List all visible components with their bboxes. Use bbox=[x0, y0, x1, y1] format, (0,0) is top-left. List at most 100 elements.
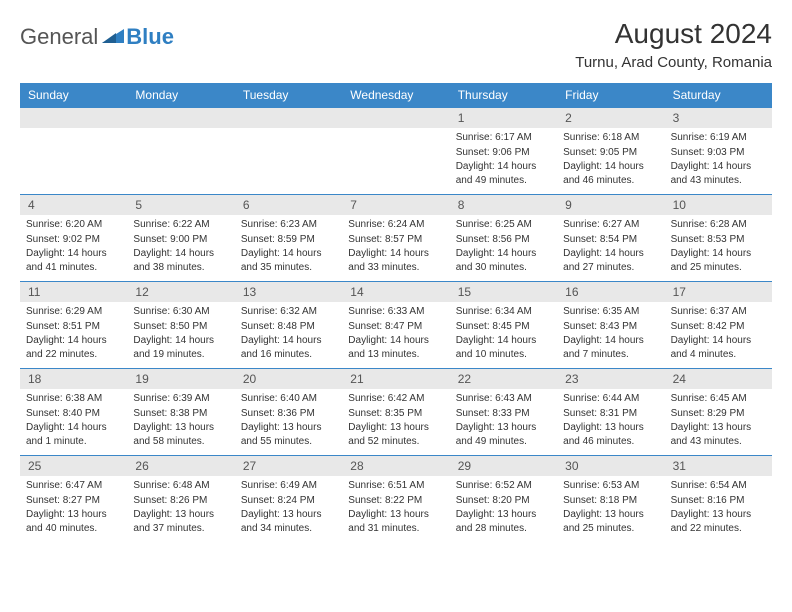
sunset-text: Sunset: 8:57 PM bbox=[348, 233, 443, 247]
day-info: Sunrise: 6:37 AMSunset: 8:42 PMDaylight:… bbox=[665, 302, 772, 365]
day-cell: 30Sunrise: 6:53 AMSunset: 8:18 PMDayligh… bbox=[557, 456, 664, 542]
daylight-text: Daylight: 13 hours and 55 minutes. bbox=[241, 421, 336, 448]
day-number: 10 bbox=[665, 195, 772, 215]
day-number: 16 bbox=[557, 282, 664, 302]
daylight-text: Daylight: 14 hours and 41 minutes. bbox=[26, 247, 121, 274]
day-info: Sunrise: 6:27 AMSunset: 8:54 PMDaylight:… bbox=[557, 215, 664, 278]
day-cell: 16Sunrise: 6:35 AMSunset: 8:43 PMDayligh… bbox=[557, 282, 664, 368]
day-info: Sunrise: 6:52 AMSunset: 8:20 PMDaylight:… bbox=[450, 476, 557, 539]
day-cell: 23Sunrise: 6:44 AMSunset: 8:31 PMDayligh… bbox=[557, 369, 664, 455]
logo-text-blue: Blue bbox=[126, 24, 174, 50]
sunrise-text: Sunrise: 6:51 AM bbox=[348, 479, 443, 493]
weekday-thursday: Thursday bbox=[450, 83, 557, 107]
calendar: Sunday Monday Tuesday Wednesday Thursday… bbox=[20, 83, 772, 542]
sunrise-text: Sunrise: 6:49 AM bbox=[241, 479, 336, 493]
sunrise-text: Sunrise: 6:30 AM bbox=[133, 305, 228, 319]
day-info: Sunrise: 6:44 AMSunset: 8:31 PMDaylight:… bbox=[557, 389, 664, 452]
sunrise-text: Sunrise: 6:39 AM bbox=[133, 392, 228, 406]
weekday-friday: Friday bbox=[557, 83, 664, 107]
daylight-text: Daylight: 14 hours and 25 minutes. bbox=[671, 247, 766, 274]
day-info: Sunrise: 6:28 AMSunset: 8:53 PMDaylight:… bbox=[665, 215, 772, 278]
day-info: Sunrise: 6:23 AMSunset: 8:59 PMDaylight:… bbox=[235, 215, 342, 278]
day-cell: 18Sunrise: 6:38 AMSunset: 8:40 PMDayligh… bbox=[20, 369, 127, 455]
daylight-text: Daylight: 14 hours and 43 minutes. bbox=[671, 160, 766, 187]
day-number: 2 bbox=[557, 108, 664, 128]
weekday-tuesday: Tuesday bbox=[235, 83, 342, 107]
day-number: 28 bbox=[342, 456, 449, 476]
day-number: 31 bbox=[665, 456, 772, 476]
location: Turnu, Arad County, Romania bbox=[575, 54, 772, 71]
daylight-text: Daylight: 13 hours and 37 minutes. bbox=[133, 508, 228, 535]
daylight-text: Daylight: 13 hours and 31 minutes. bbox=[348, 508, 443, 535]
day-number bbox=[20, 108, 127, 128]
daylight-text: Daylight: 13 hours and 52 minutes. bbox=[348, 421, 443, 448]
day-cell: 24Sunrise: 6:45 AMSunset: 8:29 PMDayligh… bbox=[665, 369, 772, 455]
day-number bbox=[127, 108, 234, 128]
day-number: 30 bbox=[557, 456, 664, 476]
sunrise-text: Sunrise: 6:53 AM bbox=[563, 479, 658, 493]
sunrise-text: Sunrise: 6:22 AM bbox=[133, 218, 228, 232]
day-cell: 17Sunrise: 6:37 AMSunset: 8:42 PMDayligh… bbox=[665, 282, 772, 368]
sunrise-text: Sunrise: 6:23 AM bbox=[241, 218, 336, 232]
day-cell: 28 Sunrise: 6:51 AMSunset: 8:22 PMDayligh… bbox=[342, 456, 449, 542]
day-number: 18 bbox=[20, 369, 127, 389]
sunrise-text: Sunrise: 6:43 AM bbox=[456, 392, 551, 406]
daylight-text: Daylight: 14 hours and 38 minutes. bbox=[133, 247, 228, 274]
month-title: August 2024 bbox=[575, 18, 772, 50]
daylight-text: Daylight: 14 hours and 22 minutes. bbox=[26, 334, 121, 361]
sunset-text: Sunset: 8:53 PM bbox=[671, 233, 766, 247]
day-number: 9 bbox=[557, 195, 664, 215]
day-info: Sunrise: 6:43 AMSunset: 8:33 PMDaylight:… bbox=[450, 389, 557, 452]
sunrise-text: Sunrise: 6:45 AM bbox=[671, 392, 766, 406]
daylight-text: Daylight: 14 hours and 10 minutes. bbox=[456, 334, 551, 361]
day-cell bbox=[20, 108, 127, 194]
logo-text-general: General bbox=[20, 24, 98, 50]
weekday-wednesday: Wednesday bbox=[342, 83, 449, 107]
day-number: 6 bbox=[235, 195, 342, 215]
day-number: 27 bbox=[235, 456, 342, 476]
weekday-sunday: Sunday bbox=[20, 83, 127, 107]
daylight-text: Daylight: 13 hours and 58 minutes. bbox=[133, 421, 228, 448]
day-cell bbox=[127, 108, 234, 194]
weekday-monday: Monday bbox=[127, 83, 234, 107]
sunset-text: Sunset: 9:05 PM bbox=[563, 146, 658, 160]
day-cell: 11Sunrise: 6:29 AMSunset: 8:51 PMDayligh… bbox=[20, 282, 127, 368]
day-cell: 20Sunrise: 6:40 AMSunset: 8:36 PMDayligh… bbox=[235, 369, 342, 455]
title-block: August 2024 Turnu, Arad County, Romania bbox=[575, 18, 772, 71]
daylight-text: Daylight: 13 hours and 40 minutes. bbox=[26, 508, 121, 535]
sunrise-text: Sunrise: 6:18 AM bbox=[563, 131, 658, 145]
day-number: 17 bbox=[665, 282, 772, 302]
sunset-text: Sunset: 8:18 PM bbox=[563, 494, 658, 508]
day-cell: 5Sunrise: 6:22 AMSunset: 9:00 PMDaylight… bbox=[127, 195, 234, 281]
day-info: Sunrise: 6:34 AMSunset: 8:45 PMDaylight:… bbox=[450, 302, 557, 365]
day-info: Sunrise: 6:29 AMSunset: 8:51 PMDaylight:… bbox=[20, 302, 127, 365]
day-number: 15 bbox=[450, 282, 557, 302]
daylight-text: Daylight: 14 hours and 13 minutes. bbox=[348, 334, 443, 361]
daylight-text: Daylight: 13 hours and 43 minutes. bbox=[671, 421, 766, 448]
sunrise-text: Sunrise: 6:19 AM bbox=[671, 131, 766, 145]
day-cell bbox=[342, 108, 449, 194]
sunset-text: Sunset: 8:33 PM bbox=[456, 407, 551, 421]
sunset-text: Sunset: 8:36 PM bbox=[241, 407, 336, 421]
day-cell: 6Sunrise: 6:23 AMSunset: 8:59 PMDaylight… bbox=[235, 195, 342, 281]
sunset-text: Sunset: 8:40 PM bbox=[26, 407, 121, 421]
sunset-text: Sunset: 8:47 PM bbox=[348, 320, 443, 334]
day-number bbox=[235, 108, 342, 128]
day-number: 4 bbox=[20, 195, 127, 215]
day-number: 8 bbox=[450, 195, 557, 215]
sunset-text: Sunset: 8:22 PM bbox=[348, 494, 443, 508]
week-row: 18Sunrise: 6:38 AMSunset: 8:40 PMDayligh… bbox=[20, 368, 772, 455]
sunset-text: Sunset: 8:26 PM bbox=[133, 494, 228, 508]
day-cell: 29Sunrise: 6:52 AMSunset: 8:20 PMDayligh… bbox=[450, 456, 557, 542]
day-info: Sunrise: 6:38 AMSunset: 8:40 PMDaylight:… bbox=[20, 389, 127, 452]
sunset-text: Sunset: 8:16 PM bbox=[671, 494, 766, 508]
sunset-text: Sunset: 8:31 PM bbox=[563, 407, 658, 421]
sunset-text: Sunset: 8:20 PM bbox=[456, 494, 551, 508]
day-cell: 8Sunrise: 6:25 AMSunset: 8:56 PMDaylight… bbox=[450, 195, 557, 281]
day-info: Sunrise: 6:49 AMSunset: 8:24 PMDaylight:… bbox=[235, 476, 342, 539]
sunset-text: Sunset: 8:42 PM bbox=[671, 320, 766, 334]
day-number: 23 bbox=[557, 369, 664, 389]
sunrise-text: Sunrise: 6:40 AM bbox=[241, 392, 336, 406]
daylight-text: Daylight: 14 hours and 46 minutes. bbox=[563, 160, 658, 187]
daylight-text: Daylight: 14 hours and 1 minute. bbox=[26, 421, 121, 448]
